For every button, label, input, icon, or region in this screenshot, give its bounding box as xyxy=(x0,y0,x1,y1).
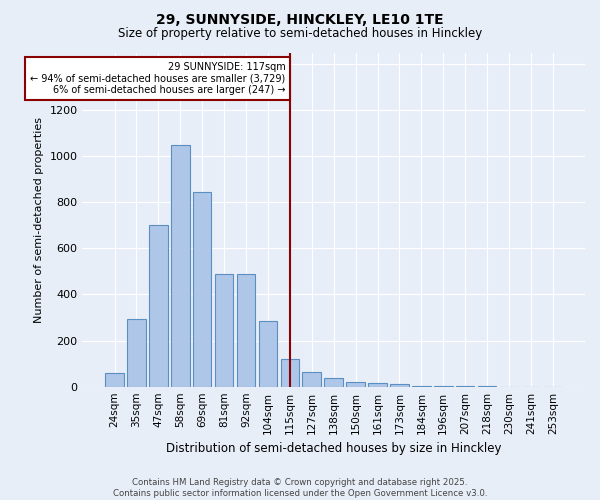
Bar xyxy=(281,359,299,386)
Bar xyxy=(325,378,343,386)
Bar xyxy=(236,274,256,386)
Bar xyxy=(302,372,321,386)
Bar xyxy=(390,384,409,386)
Bar xyxy=(368,383,387,386)
X-axis label: Distribution of semi-detached houses by size in Hinckley: Distribution of semi-detached houses by … xyxy=(166,442,502,455)
Bar xyxy=(171,144,190,386)
Bar xyxy=(193,192,211,386)
Text: Contains HM Land Registry data © Crown copyright and database right 2025.
Contai: Contains HM Land Registry data © Crown c… xyxy=(113,478,487,498)
Text: 29, SUNNYSIDE, HINCKLEY, LE10 1TE: 29, SUNNYSIDE, HINCKLEY, LE10 1TE xyxy=(156,12,444,26)
Bar xyxy=(215,274,233,386)
Y-axis label: Number of semi-detached properties: Number of semi-detached properties xyxy=(34,116,44,322)
Text: Size of property relative to semi-detached houses in Hinckley: Size of property relative to semi-detach… xyxy=(118,28,482,40)
Text: 29 SUNNYSIDE: 117sqm
← 94% of semi-detached houses are smaller (3,729)
6% of sem: 29 SUNNYSIDE: 117sqm ← 94% of semi-detac… xyxy=(30,62,286,95)
Bar xyxy=(105,373,124,386)
Bar xyxy=(127,318,146,386)
Bar xyxy=(259,321,277,386)
Bar xyxy=(346,382,365,386)
Bar xyxy=(149,226,167,386)
